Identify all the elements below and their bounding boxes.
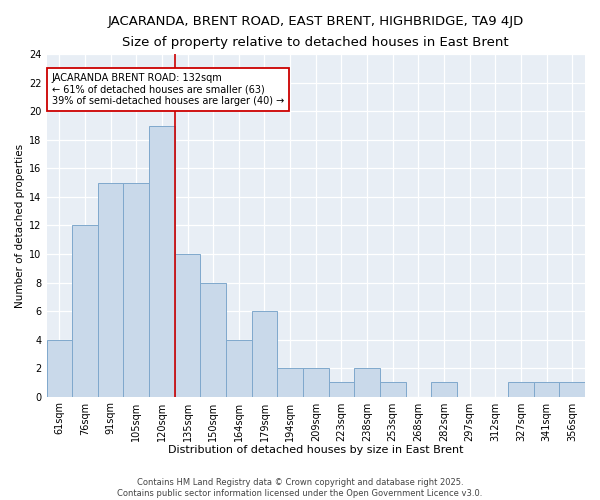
Bar	[72, 226, 98, 396]
Bar	[431, 382, 457, 396]
Bar	[124, 182, 149, 396]
Bar	[47, 340, 72, 396]
X-axis label: Distribution of detached houses by size in East Brent: Distribution of detached houses by size …	[168, 445, 464, 455]
Text: JACARANDA BRENT ROAD: 132sqm
← 61% of detached houses are smaller (63)
39% of se: JACARANDA BRENT ROAD: 132sqm ← 61% of de…	[52, 73, 284, 106]
Bar	[380, 382, 406, 396]
Bar	[200, 282, 226, 397]
Bar	[354, 368, 380, 396]
Bar	[534, 382, 559, 396]
Bar	[303, 368, 329, 396]
Bar	[149, 126, 175, 396]
Bar	[329, 382, 354, 396]
Bar	[508, 382, 534, 396]
Text: Contains HM Land Registry data © Crown copyright and database right 2025.
Contai: Contains HM Land Registry data © Crown c…	[118, 478, 482, 498]
Bar	[175, 254, 200, 396]
Bar	[98, 182, 124, 396]
Bar	[559, 382, 585, 396]
Bar	[226, 340, 251, 396]
Bar	[277, 368, 303, 396]
Title: JACARANDA, BRENT ROAD, EAST BRENT, HIGHBRIDGE, TA9 4JD
Size of property relative: JACARANDA, BRENT ROAD, EAST BRENT, HIGHB…	[107, 15, 524, 49]
Bar	[251, 311, 277, 396]
Y-axis label: Number of detached properties: Number of detached properties	[15, 144, 25, 308]
